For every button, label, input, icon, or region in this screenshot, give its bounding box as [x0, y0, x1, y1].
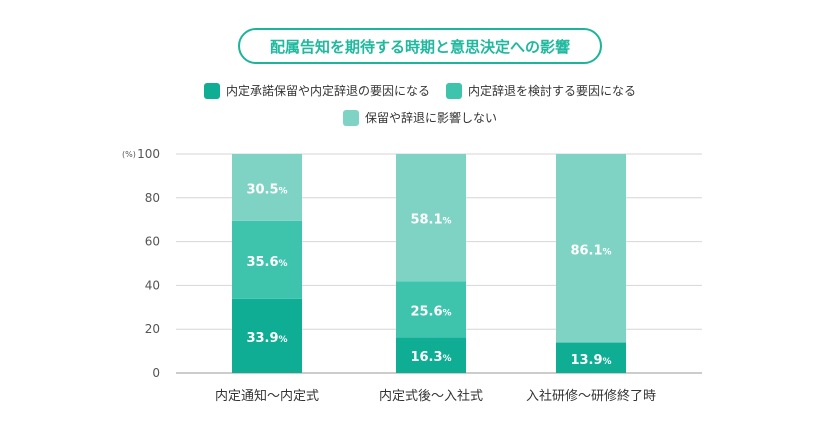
y-tick-label: 100 — [137, 147, 160, 161]
legend-label-consider: 内定辞退を検討する要因になる — [468, 84, 637, 98]
data-label: 58.1% — [410, 213, 451, 228]
legend-swatch-no-effect — [342, 109, 359, 126]
legend-swatch-consider — [446, 82, 462, 99]
y-tick-label: 20 — [145, 322, 160, 336]
x-category-label: 入社研修〜研修終了時 — [526, 388, 656, 404]
x-category-label: 内定通知〜内定式 — [215, 388, 319, 404]
legend-row-2: 保留や辞退に影響しない — [0, 109, 840, 126]
y-tick-label: 80 — [145, 191, 160, 205]
legend-item-withhold: 内定承諾保留や内定辞退の要因になる — [203, 82, 430, 99]
legend-label-no-effect: 保留や辞退に影響しない — [364, 111, 497, 125]
bar-segment — [556, 342, 626, 373]
legend-swatch-withhold — [203, 82, 220, 99]
y-tick-label: 40 — [145, 278, 160, 292]
legend-label-withhold: 内定承諾保留や内定辞退の要因になる — [225, 84, 430, 98]
y-tick-label: 60 — [145, 235, 160, 249]
data-label: 13.9% — [570, 353, 611, 368]
x-category-label: 内定式後〜入社式 — [379, 388, 483, 404]
bar-segment — [556, 154, 626, 343]
legend-item-consider: 内定辞退を検討する要因になる — [446, 82, 636, 99]
bar-segment — [232, 220, 302, 299]
y-axis-unit-label: (%) — [122, 150, 136, 159]
data-label: 25.6% — [410, 304, 451, 319]
data-label: 16.3% — [410, 350, 451, 365]
chart-title: 配属告知を期待する時期と意思決定への影響 — [238, 28, 602, 64]
bar-segment — [396, 154, 466, 282]
data-label: 35.6% — [246, 255, 287, 270]
bar-segment — [396, 281, 466, 338]
bar-segment — [396, 337, 466, 373]
y-tick-label: 0 — [152, 366, 160, 380]
legend-row-1: 内定承諾保留や内定辞退の要因になる 内定辞退を検討する要因になる — [0, 82, 840, 99]
legend-item-no-effect: 保留や辞退に影響しない — [342, 109, 497, 126]
data-label: 86.1% — [570, 243, 611, 258]
bar-segment — [232, 154, 302, 221]
data-label: 33.9% — [246, 331, 287, 346]
data-label: 30.5% — [246, 182, 287, 197]
bar-segment — [232, 298, 302, 373]
